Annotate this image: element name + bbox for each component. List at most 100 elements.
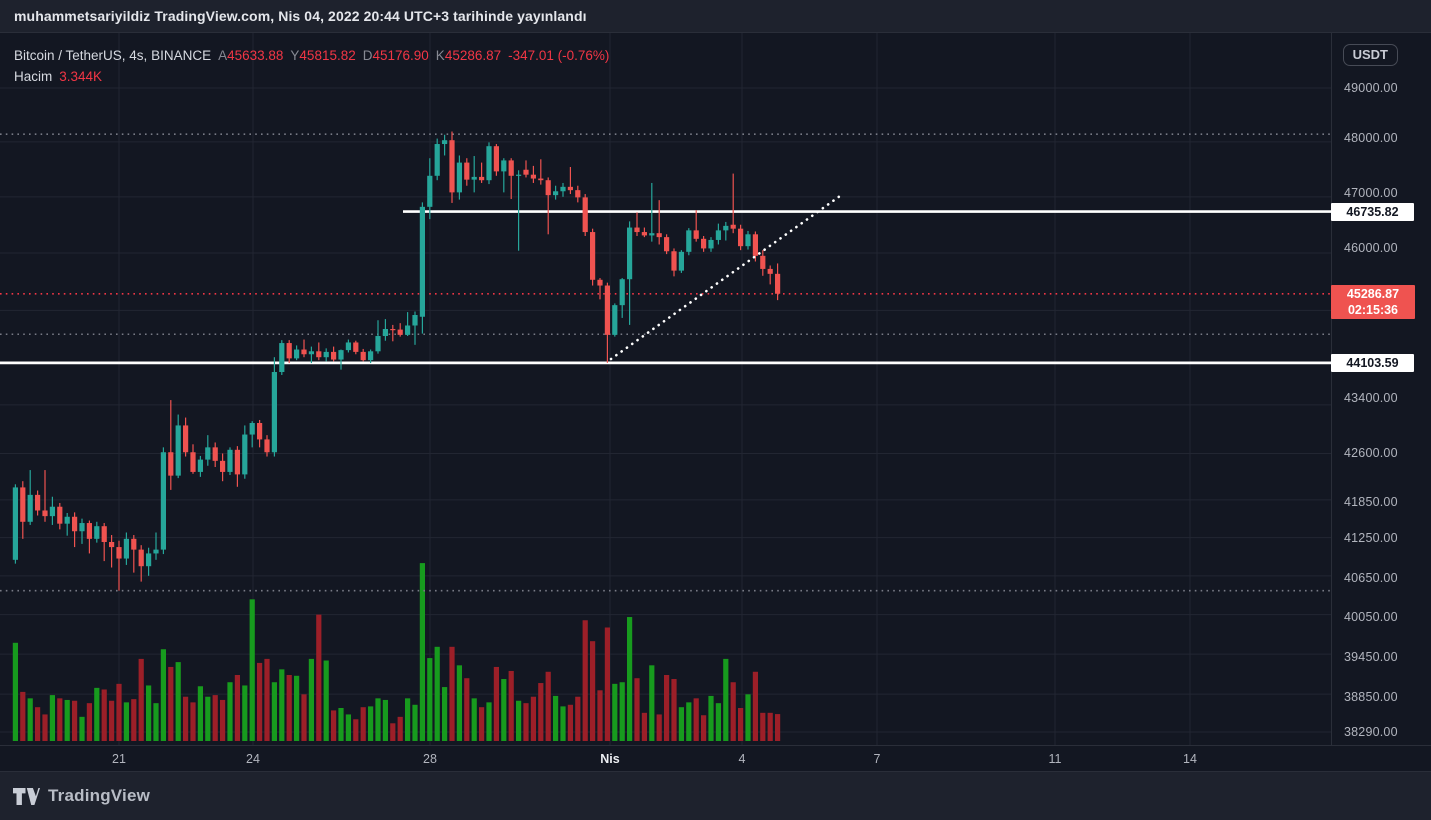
volume-bar — [12, 642, 18, 741]
time-axis[interactable]: 21 24 28 Nis 4 7 11 14 — [0, 745, 1431, 772]
volume-bar — [723, 658, 729, 741]
legend-volume-row: Hacim 3.344K — [14, 66, 609, 87]
volume-bar — [86, 703, 92, 741]
candle-body — [516, 174, 522, 176]
volume-bar — [212, 695, 218, 741]
volume-bar — [501, 679, 507, 741]
time-tick-label: 24 — [246, 752, 260, 766]
volume-bar — [175, 662, 181, 741]
volume-bar — [72, 700, 78, 741]
time-tick-label: 14 — [1183, 752, 1197, 766]
volume-bar — [523, 703, 529, 741]
volume-bar — [116, 683, 122, 741]
volume-bar — [257, 662, 263, 741]
volume-bar — [94, 687, 100, 741]
candle-body — [456, 162, 462, 193]
candle-body — [627, 227, 633, 280]
volume-bar — [612, 683, 618, 741]
candle-body — [575, 190, 581, 198]
candlestick-chart[interactable] — [0, 33, 1331, 745]
candle-body — [493, 146, 499, 172]
time-tick-label: 21 — [112, 752, 126, 766]
volume-bar — [183, 696, 189, 741]
close-value: 45286.87 — [444, 48, 502, 63]
trendline-dotted[interactable] — [609, 194, 842, 361]
candle-body — [86, 523, 92, 539]
volume-bar — [168, 666, 174, 741]
chart-legend: Bitcoin / TetherUS, 4s, BINANCE A45633.88… — [14, 45, 609, 87]
volume-bar — [316, 614, 322, 741]
candle-body — [183, 425, 189, 453]
candle-body — [57, 506, 63, 524]
volume-bar — [234, 674, 240, 741]
candle-body — [397, 329, 403, 335]
volume-bar — [160, 649, 166, 741]
volume-bar — [701, 715, 707, 741]
volume-bar — [671, 679, 677, 741]
volume-bar — [752, 671, 758, 741]
candle-body — [471, 176, 477, 180]
candle-body — [582, 197, 588, 233]
price-tick-label: 46000.00 — [1344, 241, 1398, 255]
candle-body — [612, 305, 618, 335]
candle-body — [257, 423, 263, 440]
volume-bar — [286, 674, 292, 741]
candle-body — [153, 549, 159, 554]
volume-bar — [20, 691, 26, 741]
high-label: Y — [290, 48, 300, 63]
candle-body — [331, 351, 337, 360]
volume-bar — [368, 706, 374, 741]
price-tick-label: 47000.00 — [1344, 186, 1398, 200]
volume-bar — [582, 620, 588, 741]
volume-bar — [427, 658, 433, 741]
candle-body — [553, 191, 559, 196]
price-tick-label: 40650.00 — [1344, 571, 1398, 585]
candle-body — [301, 349, 307, 355]
candle-body — [464, 162, 470, 180]
volume-bar — [308, 658, 314, 741]
candle-body — [567, 186, 573, 191]
tradingview-logo-icon[interactable] — [13, 787, 40, 805]
volume-bar — [146, 685, 152, 741]
tradingview-brand-text[interactable]: TradingView — [48, 786, 151, 805]
support-price-label: 44103.59 — [1331, 353, 1414, 372]
candle-body — [641, 232, 647, 236]
candle-body — [715, 230, 721, 240]
candle-body — [656, 233, 662, 238]
volume-bar — [471, 698, 477, 741]
volume-bar — [345, 714, 351, 741]
volume-bar — [664, 674, 670, 741]
candle-body — [390, 328, 396, 331]
candle-body — [249, 423, 255, 435]
candle-body — [701, 238, 707, 249]
volume-bar — [604, 627, 610, 741]
chart-region[interactable]: Bitcoin / TetherUS, 4s, BINANCE A45633.88… — [0, 33, 1431, 772]
candle-body — [375, 336, 381, 352]
last-price-badge: 45286.87 02:15:36 — [1331, 284, 1415, 319]
volume-bar — [27, 698, 33, 741]
candle-body — [767, 268, 773, 274]
candle-body — [345, 342, 351, 351]
candle-body — [479, 176, 485, 181]
volume-bar — [553, 695, 559, 741]
candle-body — [590, 232, 596, 280]
candle-body — [538, 178, 544, 181]
candle-body — [160, 452, 166, 550]
price-axis[interactable]: 49000.00 48000.00 47000.00 46000.00 43400.00… — [1331, 33, 1431, 745]
volume-bar — [486, 702, 492, 741]
legend-ohlc-row: Bitcoin / TetherUS, 4s, BINANCE A45633.88… — [14, 45, 609, 66]
volume-bar — [220, 699, 226, 741]
volume-bar — [567, 704, 573, 741]
volume-bar — [35, 707, 41, 741]
candle-body — [35, 494, 41, 511]
volume-bar — [271, 682, 277, 741]
symbol-title: Bitcoin / TetherUS, 4s, BINANCE — [14, 48, 212, 63]
volume-bar — [545, 671, 551, 741]
volume-bar — [730, 682, 736, 741]
candle-body — [723, 225, 729, 231]
published-text: muhammetsariyildiz TradingView.com, Nis … — [14, 8, 587, 24]
volume-bar — [205, 696, 211, 741]
volume-bar — [101, 689, 107, 741]
volume-bar — [708, 695, 714, 741]
candle-body — [338, 350, 344, 360]
